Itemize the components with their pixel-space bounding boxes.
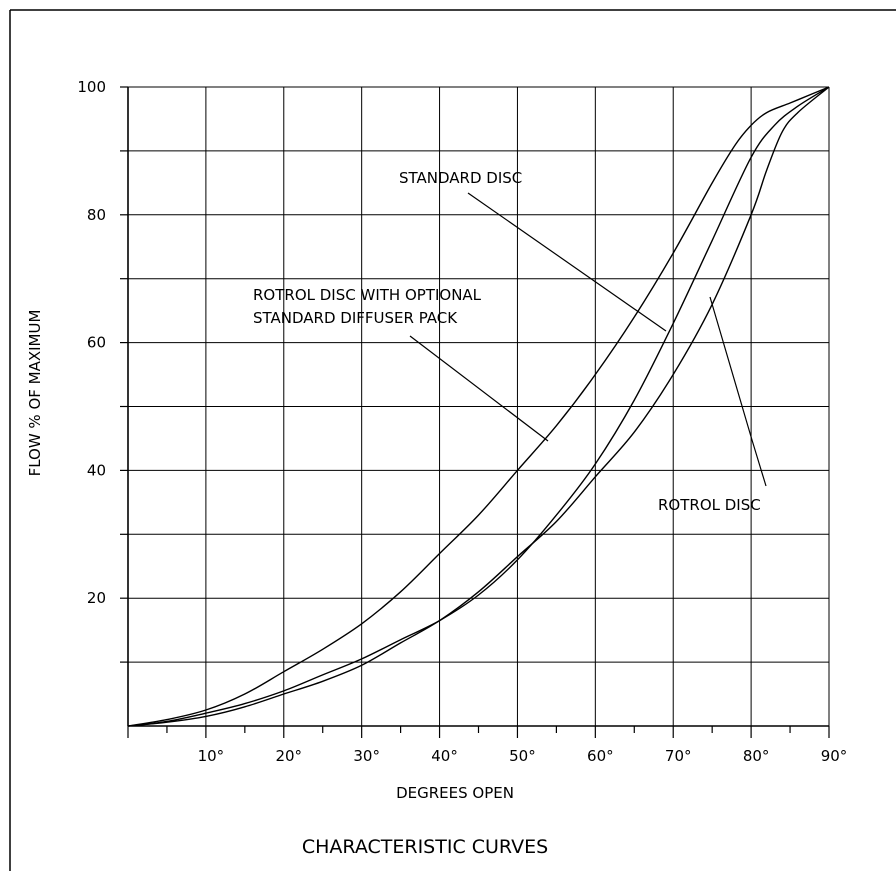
- series-group: [127, 86, 830, 727]
- annotation-leaders: [409, 192, 767, 487]
- chart-title: CHARACTERISTIC CURVES: [302, 836, 548, 858]
- x-tick-label: 90°: [821, 747, 848, 765]
- x-tick-label: 50°: [509, 747, 536, 765]
- y-tick-label: 100: [77, 78, 106, 96]
- annotation-rotrol-disc: ROTROL DISC: [658, 496, 761, 514]
- x-tick-label: 40°: [431, 747, 458, 765]
- series-line-2: [127, 86, 830, 727]
- leader-rotrol-disc: [709, 296, 767, 487]
- series-line-0: [127, 86, 830, 727]
- series-line-1: [127, 86, 830, 727]
- x-tick-label: 10°: [198, 747, 225, 765]
- y-tick-label: 60: [87, 334, 106, 352]
- x-tick-label: 60°: [587, 747, 614, 765]
- y-tick-label: 80: [87, 206, 106, 224]
- x-tick-label: 80°: [743, 747, 770, 765]
- annotation-rotrol-diffuser-line2: STANDARD DIFFUSER PACK: [253, 309, 458, 327]
- leader-rotrol-diffuser: [409, 335, 549, 442]
- annotation-rotrol-diffuser-line1: ROTROL DISC WITH OPTIONAL: [253, 286, 482, 304]
- x-tick-label: 30°: [353, 747, 380, 765]
- x-axis-title: DEGREES OPEN: [396, 784, 514, 802]
- x-tick-label: 70°: [665, 747, 692, 765]
- grid: [128, 86, 830, 726]
- y-tick-label: 40: [87, 461, 106, 479]
- y-axis-title: FLOW % OF MAXIMUM: [26, 310, 44, 477]
- y-tick-label: 20: [87, 589, 106, 607]
- x-tick-label: 20°: [275, 747, 302, 765]
- ticks: 10° 20° 30° 40° 50° 60° 70° 80° 90° 20 40 60 80 100: [77, 78, 847, 765]
- annotation-standard-disc: STANDARD DISC: [399, 169, 522, 187]
- leader-standard-disc: [467, 192, 667, 332]
